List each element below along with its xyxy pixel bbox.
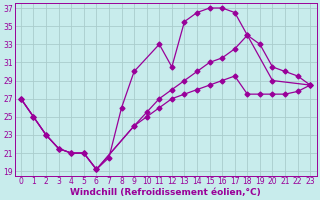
X-axis label: Windchill (Refroidissement éolien,°C): Windchill (Refroidissement éolien,°C): [70, 188, 261, 197]
